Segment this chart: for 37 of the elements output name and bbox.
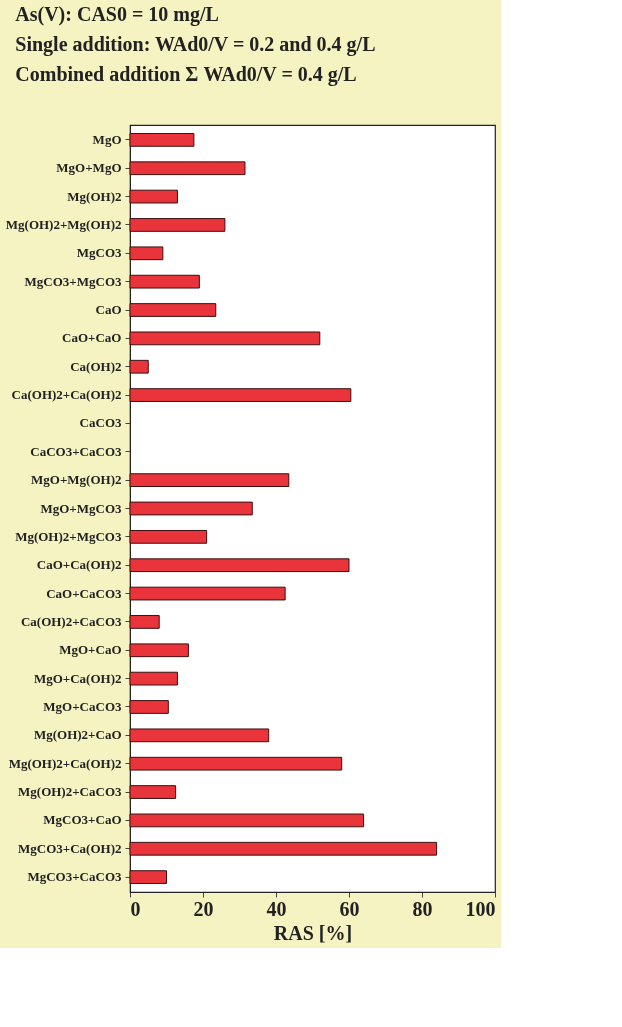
x-tick-label: 0 [130, 897, 141, 920]
x-axis-title: RAS [%] [273, 921, 353, 944]
y-tick-label: CaO+CaCO3 [46, 585, 122, 601]
y-tick-label: MgO+MgO [56, 160, 122, 176]
y-tick-label: CaCO3 [79, 415, 122, 431]
y-tick-label: Mg(OH)2+Ca(OH)2 [8, 755, 122, 771]
y-tick-label: Mg(OH)2+CaCO3 [18, 784, 122, 800]
x-tick-label: 60 [339, 897, 360, 920]
y-tick-label: MgCO3+MgCO3 [24, 273, 122, 289]
y-tick-label: Mg(OH)2+CaO [33, 727, 122, 743]
y-tick-label: Ca(OH)2 [70, 358, 122, 374]
y-tick-label: MgCO3+Ca(OH)2 [18, 840, 122, 856]
y-tick-label: CaO+CaO [62, 330, 122, 346]
x-tick-label: 20 [193, 897, 214, 920]
y-tick-label: MgO+CaCO3 [43, 698, 122, 714]
text: Single addition: WAd0/V = 0.2 and 0.4 g/L [15, 33, 376, 55]
y-tick-label: CaO [95, 302, 122, 318]
x-tick-label: 100 [465, 897, 496, 920]
y-tick-label: CaO+Ca(OH)2 [36, 557, 122, 573]
y-tick-label: MgO+CaO [59, 642, 122, 658]
x-tick-label: 40 [266, 897, 287, 920]
y-tick-label: MgCO3+CaO [43, 812, 122, 828]
y-tick-label: Mg(OH)2+Mg(OH)2 [5, 216, 122, 232]
text: Combined addition Σ WAd0/V = 0.4 g/L [15, 63, 357, 85]
y-tick-label: MgO+Mg(OH)2 [31, 472, 122, 488]
y-tick-label: Mg(OH)2 [67, 188, 122, 204]
y-tick-label: MgO+MgCO3 [40, 500, 122, 516]
y-tick-label: MgCO3 [76, 245, 122, 261]
y-tick-label: MgO [92, 131, 122, 147]
y-tick-label: CaCO3+CaCO3 [30, 443, 122, 459]
y-tick-label: Ca(OH)2+CaCO3 [20, 613, 122, 629]
y-tick-label: Ca(OH)2+Ca(OH)2 [11, 387, 122, 403]
chart-title: As(V): CAS0 = 10 mg/L [15, 3, 219, 26]
y-tick-label: MgO+Ca(OH)2 [33, 670, 122, 686]
y-tick-label: Mg(OH)2+MgCO3 [15, 528, 122, 544]
y-tick-label: MgCO3+CaCO3 [27, 869, 122, 885]
x-tick-label: 80 [412, 897, 433, 920]
